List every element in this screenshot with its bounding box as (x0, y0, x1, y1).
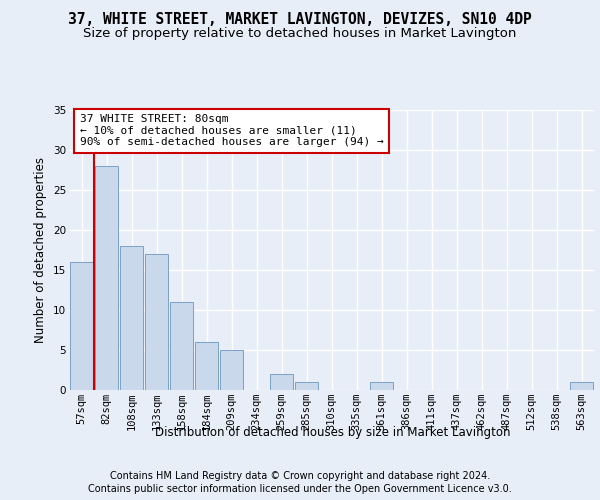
Text: 37, WHITE STREET, MARKET LAVINGTON, DEVIZES, SN10 4DP: 37, WHITE STREET, MARKET LAVINGTON, DEVI… (68, 12, 532, 28)
Text: Contains public sector information licensed under the Open Government Licence v3: Contains public sector information licen… (88, 484, 512, 494)
Bar (570, 382, 593, 390)
Text: Size of property relative to detached houses in Market Lavington: Size of property relative to detached ho… (83, 28, 517, 40)
Bar (145, 254, 168, 390)
Bar (170, 302, 193, 390)
Y-axis label: Number of detached properties: Number of detached properties (34, 157, 47, 343)
Bar (195, 342, 218, 390)
Text: 37 WHITE STREET: 80sqm
← 10% of detached houses are smaller (11)
90% of semi-det: 37 WHITE STREET: 80sqm ← 10% of detached… (79, 114, 383, 148)
Bar (270, 374, 293, 390)
Bar (120, 246, 143, 390)
Bar (295, 382, 318, 390)
Bar (220, 350, 243, 390)
Text: Distribution of detached houses by size in Market Lavington: Distribution of detached houses by size … (155, 426, 511, 439)
Bar (70, 262, 93, 390)
Text: Contains HM Land Registry data © Crown copyright and database right 2024.: Contains HM Land Registry data © Crown c… (110, 471, 490, 481)
Bar (95, 166, 118, 390)
Bar (370, 382, 393, 390)
